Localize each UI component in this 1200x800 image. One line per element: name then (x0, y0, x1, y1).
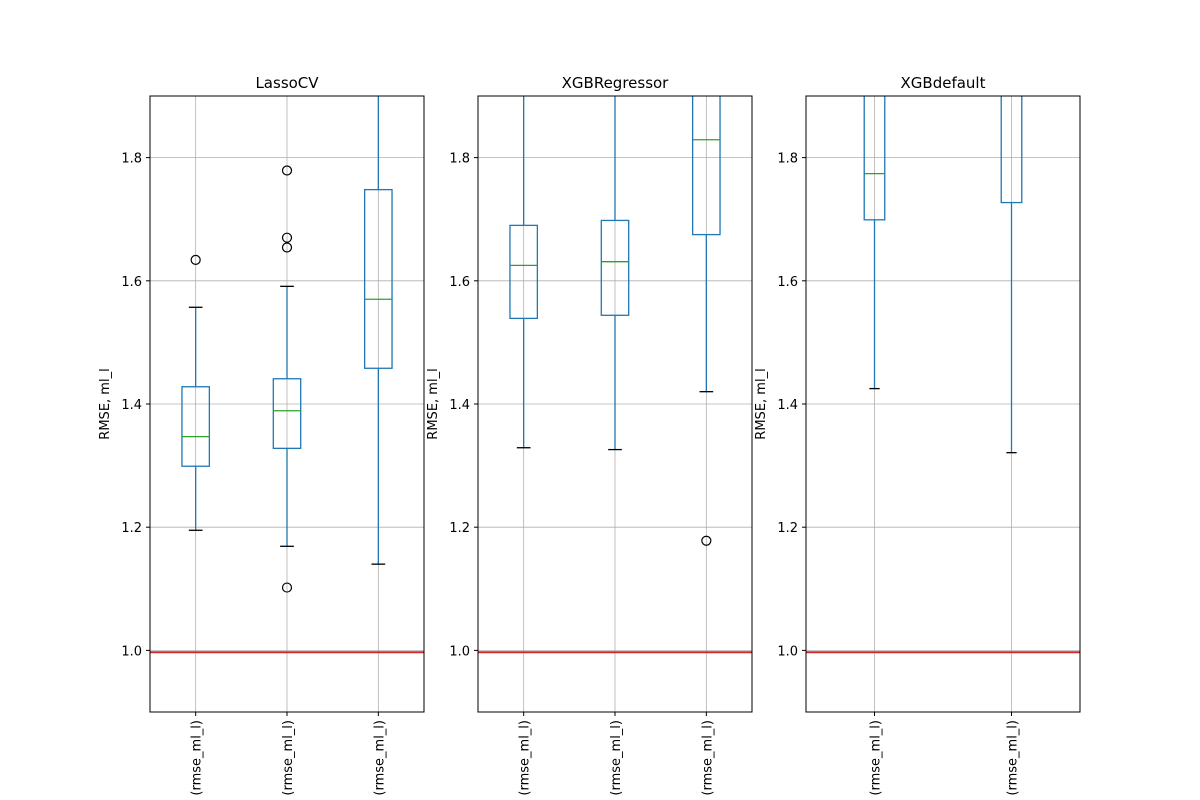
plot-area (478, 96, 752, 712)
y-tick-label: 1.8 (121, 152, 142, 167)
y-tick-label: 1.2 (777, 521, 798, 536)
flier (281, 232, 293, 243)
subplot-title: XGBRegressor (562, 74, 670, 92)
y-tick-label: 1.6 (121, 275, 142, 290)
x-tick-label: (rmse_ml_l) (1006, 720, 1021, 796)
flier (281, 242, 293, 253)
y-tick-label: 1.8 (449, 152, 470, 167)
x-tick-label: (rmse_ml_l) (700, 720, 715, 796)
axes-frame (805, 95, 1081, 713)
x-tick-label: (rmse_ml_l) (869, 720, 884, 796)
box (691, 96, 721, 236)
box (600, 219, 630, 316)
flier (190, 254, 201, 265)
y-tick-label: 1.6 (449, 275, 470, 290)
y-tick-label: 1.0 (449, 644, 470, 659)
box (863, 96, 886, 221)
box (509, 224, 539, 320)
y-tick-label: 1.6 (777, 275, 798, 290)
y-tick-label: 1.0 (777, 644, 798, 659)
y-tick-label: 1.2 (121, 521, 142, 536)
y-axis-label: RMSE, ml_l (98, 368, 113, 439)
y-tick-label: 1.0 (121, 644, 142, 659)
x-tick-label: (rmse_ml_l) (518, 720, 533, 796)
axes-frame (477, 95, 753, 713)
x-tick-label: (rmse_ml_l) (190, 720, 205, 796)
y-axis-label: RMSE, ml_l (754, 368, 769, 439)
box (1000, 96, 1023, 204)
x-tick-label: (rmse_ml_l) (372, 720, 387, 796)
y-tick-label: 1.4 (121, 398, 142, 413)
box (181, 386, 211, 467)
y-tick-label: 1.8 (777, 152, 798, 167)
flier (701, 535, 712, 546)
x-tick-label: (rmse_ml_l) (609, 720, 624, 796)
y-tick-label: 1.4 (777, 398, 798, 413)
plot-area (150, 96, 424, 712)
x-tick-label: (rmse_ml_l) (281, 720, 296, 796)
box (272, 378, 302, 450)
axes-frame (149, 95, 425, 713)
box (363, 188, 393, 369)
plot-area (806, 96, 1080, 712)
y-tick-label: 1.4 (449, 398, 470, 413)
subplot-title: XGBdefault (901, 74, 986, 92)
y-tick-label: 1.2 (449, 521, 470, 536)
subplot-title: LassoCV (255, 74, 319, 92)
flier (281, 582, 293, 593)
flier (281, 165, 293, 176)
y-axis-label: RMSE, ml_l (426, 368, 441, 439)
